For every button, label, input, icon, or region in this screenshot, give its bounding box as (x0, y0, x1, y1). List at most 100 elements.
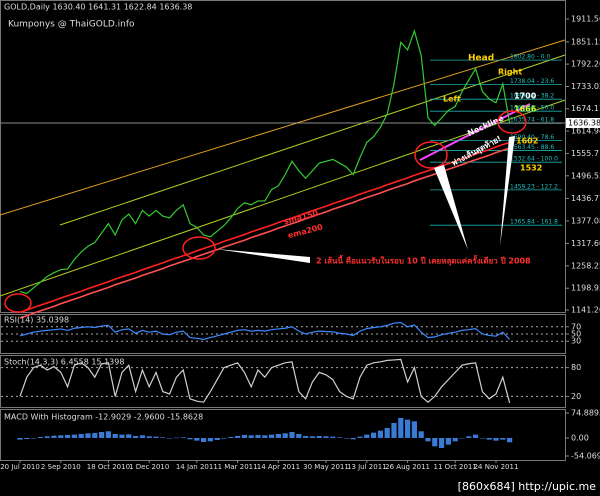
x-tick-label: 2 Sep 2010 (41, 463, 81, 471)
fib-label: 1459.23 - 127.2 (510, 183, 558, 190)
histogram-bar (126, 434, 132, 438)
histogram-bar (466, 436, 472, 438)
trend-lines (0, 39, 566, 297)
series-line (19, 321, 511, 341)
y-tick-label: 1436.77 (571, 194, 600, 203)
y-tick-label: 1792.26 (571, 60, 600, 69)
y-tick-label: 1555.71 (571, 149, 600, 158)
footer: [860x684] http://upic.me (458, 480, 597, 493)
histogram-bar (507, 437, 513, 443)
fib-label: 1802.80 - 0.0 (510, 54, 551, 61)
histogram-bar (187, 437, 193, 440)
histogram-bar (500, 437, 506, 440)
circle (497, 110, 527, 134)
histogram-bar (493, 437, 499, 441)
histogram-bar (17, 437, 23, 440)
y-tick-label: 1911.56 (571, 15, 600, 24)
y-tick-label: 1377.08 (571, 216, 600, 225)
x-tick-label: 26 Aug 2011 (385, 463, 430, 471)
y-tick-label: 70 (571, 322, 581, 331)
circle (414, 141, 448, 169)
y-tick-label: 1317.60 (571, 239, 600, 248)
annotation: Head (468, 54, 494, 64)
y-tick-label: 30 (571, 337, 581, 346)
current-price-label: 1636.38 (568, 118, 600, 127)
histogram-bar (235, 435, 241, 438)
stoch-frame (0, 355, 566, 408)
histogram-bar (343, 437, 349, 439)
trend-line (59, 54, 566, 226)
histogram-bar (377, 430, 383, 438)
series-line (19, 147, 510, 319)
fib-label: 1635.74 - 61.8 (510, 117, 554, 124)
histogram-bar (146, 436, 152, 438)
pointer (500, 136, 515, 246)
histogram-bar (51, 435, 57, 438)
annotation: 1700 (514, 92, 537, 101)
histogram-bar (316, 435, 322, 438)
y-tick-label: 1198.93 (571, 284, 600, 293)
x-tick-label: 13 Jul 2011 (347, 463, 387, 471)
histogram-bar (85, 433, 91, 438)
histogram-bar (248, 435, 254, 438)
y-tick-label: 20 (571, 392, 581, 401)
series-line (19, 28, 511, 295)
annotation: 1666 (514, 105, 537, 114)
histogram-bar (214, 437, 220, 440)
histogram-bar (173, 437, 179, 439)
annotation: Right (498, 68, 522, 77)
histogram-bar (432, 437, 438, 447)
histogram-bar (78, 433, 84, 438)
histogram-bar (303, 435, 309, 438)
histogram-bar (384, 427, 390, 438)
histogram-bar (105, 431, 111, 438)
chart-title: GOLD,Daily 1630.40 1641.31 1622.84 1636.… (4, 3, 192, 12)
x-tick-label: 18 Oct 2010 (87, 463, 130, 471)
histogram-bar (194, 437, 200, 441)
fib-label: 1699.44 - 38.2 (510, 93, 554, 100)
histogram-bar (160, 437, 166, 438)
histogram-bar (31, 437, 37, 439)
histogram-bar (296, 433, 302, 438)
histogram-bar (445, 437, 451, 445)
annotation: Left (443, 95, 461, 104)
fib-label: 1563.45 - 88.6 (510, 144, 554, 151)
x-tick-label: 1 Dec 2010 (129, 463, 169, 471)
trend-line (0, 99, 566, 297)
plot: 1911.56 1851.15 1792.26 1733.02 1674.11 1614.… (0, 15, 600, 471)
x-tick-label: 14 Apr 2011 (257, 463, 300, 471)
x-tick-label: 20 Jul 2010 (0, 463, 40, 471)
fib-label: 1667.59 - 50.0 (510, 105, 554, 112)
y-tick-label: 1496.53 (571, 171, 600, 180)
footer-box (456, 478, 600, 496)
fib-label: 1532.64 - 100.0 (510, 156, 558, 163)
y-tick-label: -54.0693 (571, 452, 600, 461)
histogram-bar (24, 437, 30, 439)
histogram-bar (44, 436, 50, 438)
histogram-bar (65, 434, 71, 438)
histogram-bar (337, 437, 343, 438)
histogram-bar (275, 433, 281, 438)
current-price-box (566, 117, 600, 128)
histogram-bar (119, 434, 125, 438)
histogram-bar (262, 435, 268, 438)
histogram-bar (99, 431, 105, 438)
annotation: 2 เส้นนี้ คือแนวรับในรอบ 10 ปี เคยหลุดแค… (316, 255, 531, 267)
annotation: 1602 (516, 137, 538, 146)
histogram-bar (309, 436, 315, 438)
macd-frame (0, 409, 566, 461)
frames (0, 0, 566, 461)
histogram-bar (418, 431, 424, 438)
y-tick-label: 1258.25 (571, 261, 600, 270)
circle (182, 236, 216, 260)
histogram-bar (167, 437, 173, 439)
histogram-bar (71, 434, 77, 438)
y-tick-label: 50 (571, 330, 581, 339)
pointer (434, 165, 468, 250)
histogram-bar (459, 437, 465, 439)
histogram-bar (92, 432, 98, 438)
histogram-bar (479, 437, 485, 439)
histogram-bar (439, 437, 445, 448)
